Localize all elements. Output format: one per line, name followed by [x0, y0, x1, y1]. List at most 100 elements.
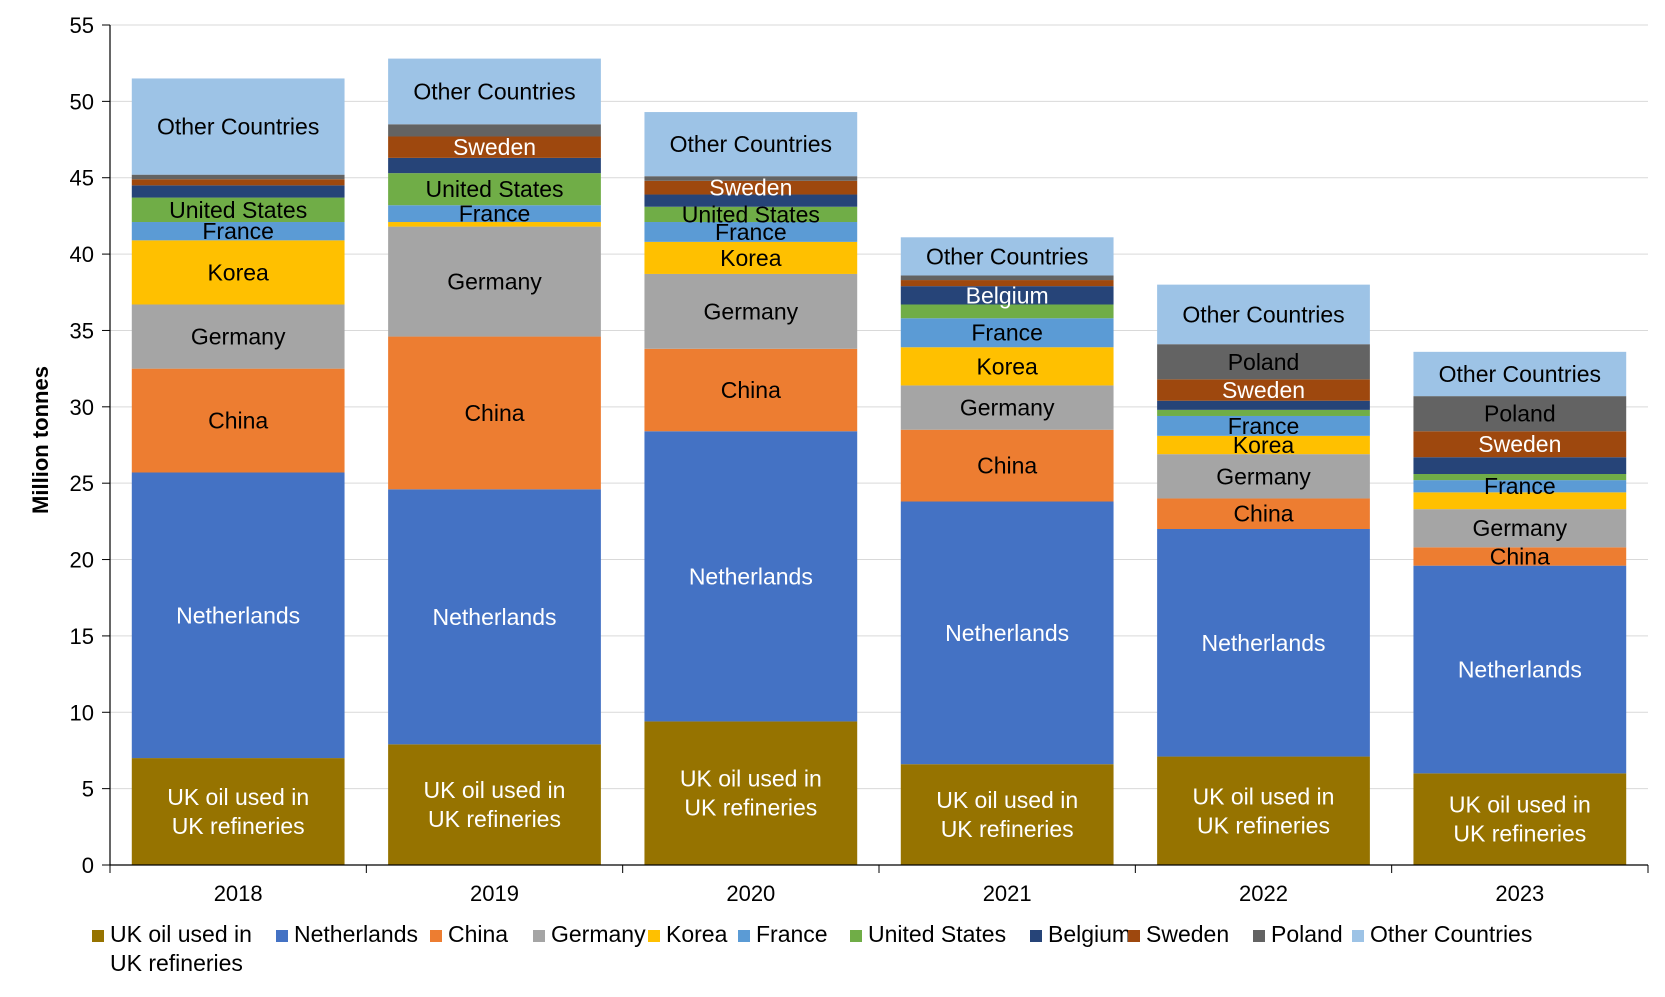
bar-segment: [900, 764, 1114, 865]
bar-segment: [388, 124, 601, 137]
bar-segment: [131, 197, 345, 223]
segment-label: United States: [425, 176, 563, 202]
x-tick-label: 2023: [1495, 881, 1544, 906]
bar-segment: [644, 194, 858, 207]
bar-segment: [1413, 396, 1627, 432]
bar-segment: [1413, 565, 1627, 774]
y-tick-label: 55: [70, 13, 94, 38]
bar-segment: [388, 58, 601, 125]
bar-segment: [1157, 379, 1370, 401]
segment-label: Other Countries: [157, 114, 319, 140]
bar-segment: [1157, 409, 1370, 416]
segment-label: Netherlands: [945, 620, 1069, 646]
segment-label: Sweden: [1222, 377, 1305, 403]
bar-segment: [644, 348, 858, 432]
y-tick-label: 30: [70, 395, 94, 420]
segment-label: France: [1484, 473, 1556, 499]
segment-label: UK refineries: [1453, 821, 1586, 847]
segment-label: Other Countries: [413, 78, 575, 104]
legend-label: Korea: [666, 921, 728, 947]
legend-label: UK oil used in: [110, 921, 252, 947]
bar-segment: [131, 304, 345, 369]
bar-segment: [131, 179, 345, 186]
bar-segment: [1157, 435, 1370, 455]
bar-segment: [131, 472, 345, 759]
segment-label: UK refineries: [1197, 812, 1330, 838]
bar-segment: [1157, 756, 1370, 865]
segment-label: UK oil used in: [936, 787, 1078, 813]
x-tick-label: 2022: [1239, 881, 1288, 906]
legend-label: United States: [868, 921, 1006, 947]
bar-segment: [131, 368, 345, 473]
legend-swatch: [738, 930, 750, 942]
bar-segment: [1413, 547, 1627, 566]
bar-segment: [900, 501, 1114, 765]
segment-label: UK refineries: [684, 795, 817, 821]
y-tick-label: 25: [70, 471, 94, 496]
y-tick-label: 10: [70, 700, 94, 725]
bar-segment: [1413, 492, 1627, 510]
y-tick-label: 40: [70, 242, 94, 267]
bar-segment: [900, 304, 1114, 319]
segment-label: France: [971, 320, 1043, 346]
y-tick-labels: 0 5 10 15 20 25 30 35 40 45 50 55: [70, 13, 94, 878]
bar-segment: [900, 429, 1114, 502]
legend-swatch: [1128, 930, 1140, 942]
bar-segment: [1157, 454, 1370, 499]
legend-label: Sweden: [1146, 921, 1229, 947]
y-tick-label: 5: [82, 777, 94, 802]
segment-labels: UK oil used in UK refineries Netherlands Ch…: [157, 78, 1601, 846]
y-tick-label: 20: [70, 548, 94, 573]
segment-label: Netherlands: [689, 563, 813, 589]
legend-swatch: [92, 930, 104, 942]
bar-segment: [900, 318, 1114, 348]
segment-label: Germany: [191, 324, 286, 350]
bars: [131, 58, 1627, 865]
bar-segment: [900, 237, 1114, 276]
segment-label: China: [464, 400, 524, 426]
legend-swatch: [648, 930, 660, 942]
segment-label: China: [1490, 543, 1550, 569]
bar-segment: [388, 489, 601, 745]
y-tick-label: 35: [70, 318, 94, 343]
y-tick-label: 50: [70, 89, 94, 114]
segment-label: Germany: [447, 269, 542, 295]
x-tick-label: 2021: [983, 881, 1032, 906]
legend-swatch: [1352, 930, 1364, 942]
bar-segment: [1157, 400, 1370, 410]
segment-label: UK refineries: [172, 813, 305, 839]
bar-segment: [131, 758, 345, 865]
x-tick-label: 2019: [470, 881, 519, 906]
bar-segment: [644, 431, 858, 722]
bar-segment: [1413, 431, 1627, 458]
legend-label: Other Countries: [1370, 921, 1532, 947]
legend: UK oil used in UK refineries Netherlands Ch…: [92, 921, 1532, 976]
segment-label: Korea: [976, 353, 1038, 379]
bar-segment: [388, 744, 601, 865]
legend-label: Germany: [551, 921, 646, 947]
segment-label: Other Countries: [670, 131, 832, 157]
segment-label: UK oil used in: [424, 777, 566, 803]
bar-segment: [644, 206, 858, 223]
segment-label: Netherlands: [1201, 630, 1325, 656]
bar-segment: [131, 174, 345, 180]
bar-segment: [900, 286, 1114, 305]
bar-segment: [644, 241, 858, 274]
segment-label: China: [1233, 501, 1293, 527]
segment-label: China: [977, 453, 1037, 479]
bar-segment: [900, 385, 1114, 430]
bar-segment: [644, 176, 858, 181]
bar-segment: [1157, 529, 1370, 757]
bar-segment: [1413, 474, 1627, 481]
segment-label: Poland: [1228, 349, 1300, 375]
segment-label: UK oil used in: [1193, 783, 1335, 809]
legend-label: France: [756, 921, 828, 947]
legend-swatch: [1030, 930, 1042, 942]
bar-segment: [1157, 344, 1370, 380]
legend-swatch: [533, 930, 545, 942]
segment-label: Germany: [1216, 463, 1311, 489]
legend-label: Belgium: [1048, 921, 1131, 947]
bar-segment: [1413, 509, 1627, 548]
legend-label: UK refineries: [110, 950, 243, 976]
